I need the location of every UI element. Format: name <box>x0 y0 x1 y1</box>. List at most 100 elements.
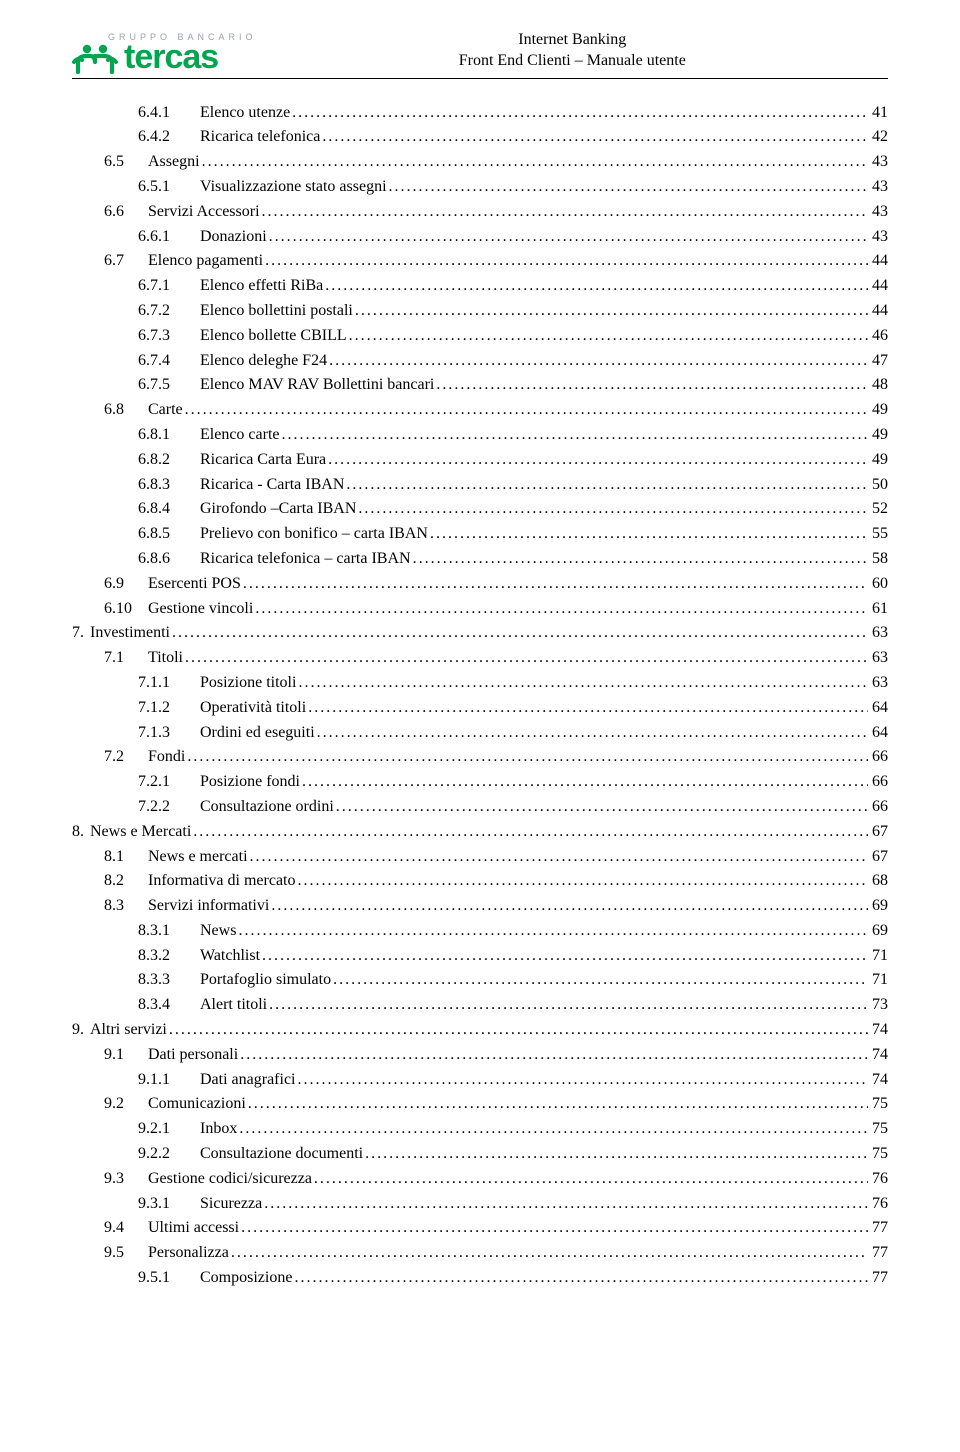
toc-leader-dots <box>325 274 868 299</box>
toc-label: Visualizzazione stato assegni <box>194 175 387 200</box>
toc-page-number: 64 <box>870 696 888 721</box>
toc-label: Comunicazioni <box>142 1092 246 1117</box>
toc-leader-dots <box>336 795 868 820</box>
toc-label: Ricarica Carta Eura <box>194 448 326 473</box>
toc-page-number: 77 <box>870 1241 888 1266</box>
toc-entry: 8.3.2Watchlist71 <box>72 944 888 969</box>
toc-leader-dots <box>328 448 868 473</box>
toc-entry: 9.5.1Composizione77 <box>72 1266 888 1291</box>
toc-entry: 7.1.2Operatività titoli64 <box>72 696 888 721</box>
toc-label: Elenco carte <box>194 423 280 448</box>
toc-page-number: 69 <box>870 919 888 944</box>
toc-entry: 6.8.1Elenco carte49 <box>72 423 888 448</box>
toc-leader-dots <box>248 1092 868 1117</box>
toc-number: 9.4 <box>104 1216 142 1241</box>
toc-label: Esercenti POS <box>142 572 241 597</box>
toc-number: 9.2 <box>104 1092 142 1117</box>
toc-leader-dots <box>269 225 868 250</box>
toc-page-number: 58 <box>870 547 888 572</box>
toc-leader-dots <box>349 324 868 349</box>
toc-label: Investimenti <box>84 621 170 646</box>
toc-page-number: 77 <box>870 1266 888 1291</box>
toc-leader-dots <box>172 621 868 646</box>
toc-entry: 9.1Dati personali74 <box>72 1043 888 1068</box>
toc-page-number: 74 <box>870 1043 888 1068</box>
toc-number: 8.3.1 <box>138 919 194 944</box>
toc-label: Consultazione ordini <box>194 795 334 820</box>
toc-number: 9.3.1 <box>138 1192 194 1217</box>
toc-page-number: 64 <box>870 721 888 746</box>
toc-page-number: 42 <box>870 125 888 150</box>
toc-entry: 6.6Servizi Accessori43 <box>72 200 888 225</box>
toc-number: 6.4.2 <box>138 125 194 150</box>
toc-label: Ricarica telefonica <box>194 125 320 150</box>
toc-page-number: 76 <box>870 1192 888 1217</box>
toc-leader-dots <box>169 1018 868 1043</box>
toc-label: News e mercati <box>142 845 248 870</box>
toc-number: 6.9 <box>104 572 142 597</box>
toc-number: 6.7.1 <box>138 274 194 299</box>
toc-number: 6.7.4 <box>138 349 194 374</box>
toc-entry: 6.7.1Elenco effetti RiBa44 <box>72 274 888 299</box>
toc-leader-dots <box>389 175 868 200</box>
toc-label: Dati personali <box>142 1043 238 1068</box>
toc-leader-dots <box>322 125 868 150</box>
toc-entry: 9.2.2Consultazione documenti75 <box>72 1142 888 1167</box>
toc-leader-dots <box>187 745 868 770</box>
table-of-contents: 6.4.1Elenco utenze416.4.2Ricarica telefo… <box>72 101 888 1291</box>
toc-leader-dots <box>243 572 868 597</box>
toc-leader-dots <box>430 522 868 547</box>
toc-label: Ultimi accessi <box>142 1216 239 1241</box>
toc-number: 6.6.1 <box>138 225 194 250</box>
toc-label: Elenco deleghe F24 <box>194 349 327 374</box>
toc-number: 7.2.2 <box>138 795 194 820</box>
toc-number: 6.8 <box>104 398 142 423</box>
toc-entry: 6.5Assegni43 <box>72 150 888 175</box>
toc-leader-dots <box>185 398 868 423</box>
toc-number: 6.8.4 <box>138 497 194 522</box>
toc-number: 8. <box>72 820 84 845</box>
toc-label: News <box>194 919 236 944</box>
toc-leader-dots <box>269 993 868 1018</box>
toc-label: Watchlist <box>194 944 260 969</box>
toc-number: 6.10 <box>104 597 142 622</box>
toc-number: 7.2.1 <box>138 770 194 795</box>
page-header: GRUPPO BANCARIO tercas Internet Banking … <box>72 30 888 74</box>
toc-label: Informativa di mercato <box>142 869 296 894</box>
toc-page-number: 66 <box>870 745 888 770</box>
toc-leader-dots <box>240 1043 868 1068</box>
toc-label: Titoli <box>142 646 183 671</box>
toc-page-number: 63 <box>870 621 888 646</box>
toc-label: Alert titoli <box>194 993 267 1018</box>
toc-label: Inbox <box>194 1117 237 1142</box>
toc-number: 8.3.3 <box>138 968 194 993</box>
toc-entry: 9.2.1Inbox75 <box>72 1117 888 1142</box>
toc-leader-dots <box>239 1117 868 1142</box>
toc-number: 8.1 <box>104 845 142 870</box>
toc-number: 9.5.1 <box>138 1266 194 1291</box>
toc-leader-dots <box>250 845 868 870</box>
toc-label: Ricarica - Carta IBAN <box>194 473 344 498</box>
toc-entry: 8.3.1News 69 <box>72 919 888 944</box>
toc-number: 6.6 <box>104 200 142 225</box>
toc-entry: 6.7.4Elenco deleghe F2447 <box>72 349 888 374</box>
toc-leader-dots <box>298 869 869 894</box>
toc-page-number: 71 <box>870 968 888 993</box>
toc-number: 9. <box>72 1018 84 1043</box>
toc-entry: 6.8.3Ricarica - Carta IBAN50 <box>72 473 888 498</box>
toc-entry: 8.3.3Portafoglio simulato71 <box>72 968 888 993</box>
toc-number: 6.8.6 <box>138 547 194 572</box>
toc-page-number: 74 <box>870 1068 888 1093</box>
toc-leader-dots <box>346 473 868 498</box>
toc-page-number: 75 <box>870 1142 888 1167</box>
toc-number: 6.7.2 <box>138 299 194 324</box>
toc-entry: 7.2.1Posizione fondi66 <box>72 770 888 795</box>
toc-leader-dots <box>314 1167 868 1192</box>
toc-label: Elenco bollette CBILL <box>194 324 347 349</box>
toc-entry: 7.Investimenti63 <box>72 621 888 646</box>
toc-page-number: 68 <box>870 869 888 894</box>
toc-number: 6.8.2 <box>138 448 194 473</box>
toc-label: Sicurezza <box>194 1192 262 1217</box>
toc-page-number: 43 <box>870 200 888 225</box>
toc-label: Personalizza <box>142 1241 229 1266</box>
